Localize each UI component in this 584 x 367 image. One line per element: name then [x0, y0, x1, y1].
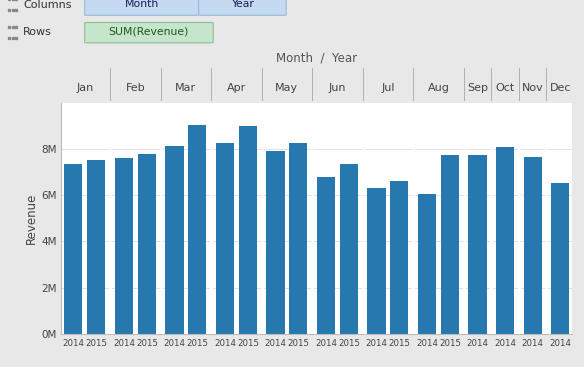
Bar: [317, 177, 335, 334]
FancyBboxPatch shape: [199, 0, 286, 15]
Text: Apr: Apr: [227, 83, 246, 93]
Bar: [64, 164, 82, 334]
Text: Columns: Columns: [23, 0, 72, 10]
Bar: [551, 183, 569, 334]
Bar: [216, 142, 234, 334]
Bar: [418, 194, 436, 334]
Bar: [390, 181, 408, 334]
Text: Dec: Dec: [550, 83, 571, 93]
Text: Mar: Mar: [175, 83, 196, 93]
Text: Aug: Aug: [427, 83, 449, 93]
Bar: [138, 154, 156, 334]
Text: Rows: Rows: [23, 27, 52, 37]
Text: Jun: Jun: [329, 83, 346, 93]
Bar: [189, 125, 206, 334]
Text: Jan: Jan: [77, 83, 93, 93]
Text: Nov: Nov: [522, 83, 544, 93]
Y-axis label: Revenue: Revenue: [25, 193, 38, 244]
Bar: [468, 155, 486, 334]
FancyBboxPatch shape: [85, 0, 199, 15]
Text: Jul: Jul: [381, 83, 395, 93]
Bar: [524, 157, 542, 334]
Text: Sep: Sep: [467, 83, 488, 93]
Bar: [496, 147, 514, 334]
Bar: [367, 188, 385, 334]
Bar: [88, 160, 106, 334]
Bar: [289, 143, 307, 334]
Text: May: May: [276, 83, 298, 93]
Text: SUM(Revenue): SUM(Revenue): [109, 26, 189, 37]
Bar: [266, 151, 284, 334]
FancyBboxPatch shape: [85, 22, 213, 43]
Bar: [165, 146, 183, 334]
Text: Month  /  Year: Month / Year: [276, 51, 357, 64]
Bar: [239, 126, 257, 334]
Text: Feb: Feb: [126, 83, 145, 93]
Bar: [441, 155, 459, 334]
Bar: [340, 164, 358, 334]
Text: Year: Year: [231, 0, 254, 9]
Text: Oct: Oct: [495, 83, 515, 93]
Bar: [115, 158, 133, 334]
Text: Month: Month: [124, 0, 159, 9]
